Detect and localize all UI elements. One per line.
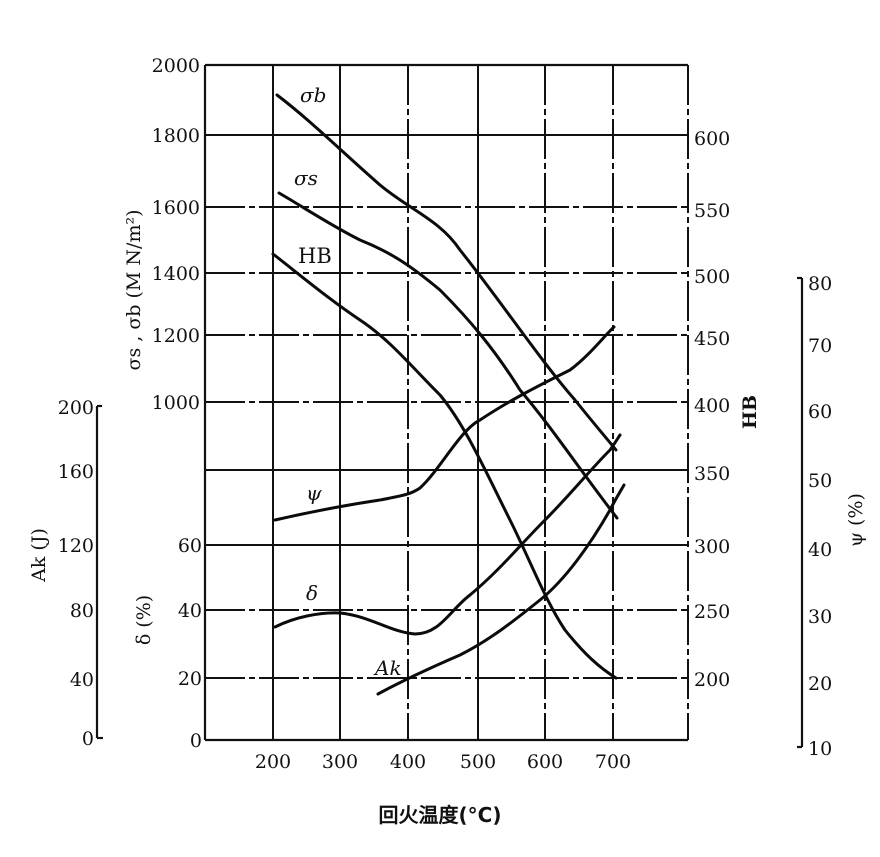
curve-sigma-s <box>277 191 619 520</box>
impact-axis-title: Ak (J) <box>28 528 50 583</box>
elongation-tick: 40 <box>178 600 202 622</box>
hb-tick: 600 <box>694 128 730 150</box>
hb-tick: 500 <box>694 266 730 288</box>
psi-tick: 70 <box>808 335 832 357</box>
strength-tick: 1600 <box>152 197 200 219</box>
curve-ak <box>376 483 626 696</box>
horizontal-grid <box>205 134 688 679</box>
psi-tick: 30 <box>808 606 832 628</box>
psi-tick: 50 <box>808 470 832 492</box>
label-ak: Ak <box>373 656 402 680</box>
label-psi: ψ <box>306 481 322 505</box>
elongation-tick: 0 <box>190 730 202 752</box>
strength-tick: 1000 <box>152 392 200 414</box>
strength-axis-title: σs , σb (M N/m²) <box>123 210 145 371</box>
strength-tick: 1400 <box>152 263 200 285</box>
hb-tick: 550 <box>694 200 730 222</box>
x-tick: 700 <box>595 751 631 773</box>
strength-axis: 2000 1800 1600 1400 1200 1000 σs , σb (M… <box>123 55 200 414</box>
strength-tick: 1200 <box>152 325 200 347</box>
label-hb: HB <box>298 244 332 268</box>
psi-tick: 80 <box>808 273 832 295</box>
psi-tick: 20 <box>808 673 832 695</box>
label-delta: δ <box>306 581 318 605</box>
curves <box>271 93 626 696</box>
impact-tick: 0 <box>82 728 94 750</box>
x-tick: 300 <box>322 751 358 773</box>
plot-frame <box>203 63 689 742</box>
x-tick: 600 <box>527 751 563 773</box>
curve-psi <box>273 325 616 522</box>
x-tick: 200 <box>255 751 291 773</box>
impact-tick: 160 <box>58 461 94 483</box>
label-sigma-s: σs <box>294 166 318 190</box>
hb-tick: 300 <box>694 536 730 558</box>
hb-tick: 350 <box>694 463 730 485</box>
elongation-tick: 60 <box>178 535 202 557</box>
curve-hb <box>271 252 618 680</box>
psi-tick: 10 <box>808 738 832 760</box>
hb-tick: 200 <box>694 669 730 691</box>
hardness-axis: 600 550 500 450 400 350 300 250 200 HB <box>694 128 761 691</box>
impact-axis: 200 160 120 80 40 0 Ak (J) <box>28 397 103 750</box>
curve-labels: σb σs HB ψ δ Ak <box>294 83 402 680</box>
impact-tick: 120 <box>58 535 94 557</box>
psi-tick: 60 <box>808 401 832 423</box>
hb-axis-title: HB <box>739 395 761 429</box>
impact-tick: 200 <box>58 397 94 419</box>
x-axis-title: 回火温度(°C) <box>379 803 502 827</box>
impact-tick: 80 <box>70 600 94 622</box>
elongation-axis-title: δ (%) <box>133 595 155 645</box>
label-sigma-b: σb <box>300 83 326 107</box>
hb-tick: 450 <box>694 328 730 350</box>
elongation-axis: 60 40 20 0 δ (%) <box>133 535 202 752</box>
elongation-tick: 20 <box>178 668 202 690</box>
curve-sigma-b <box>275 93 618 452</box>
x-axis: 200 300 400 500 600 700 回火温度(°C) <box>255 751 631 827</box>
x-tick: 400 <box>390 751 426 773</box>
strength-tick: 2000 <box>152 55 200 77</box>
x-tick: 500 <box>460 751 496 773</box>
curve-delta <box>273 433 622 636</box>
strength-tick: 1800 <box>152 125 200 147</box>
psi-axis: 80 70 60 50 40 30 20 10 ψ (%) <box>797 273 867 760</box>
impact-tick: 40 <box>70 669 94 691</box>
psi-axis-title: ψ (%) <box>845 493 867 547</box>
hb-tick: 400 <box>694 395 730 417</box>
hb-tick: 250 <box>694 601 730 623</box>
psi-tick: 40 <box>808 539 832 561</box>
